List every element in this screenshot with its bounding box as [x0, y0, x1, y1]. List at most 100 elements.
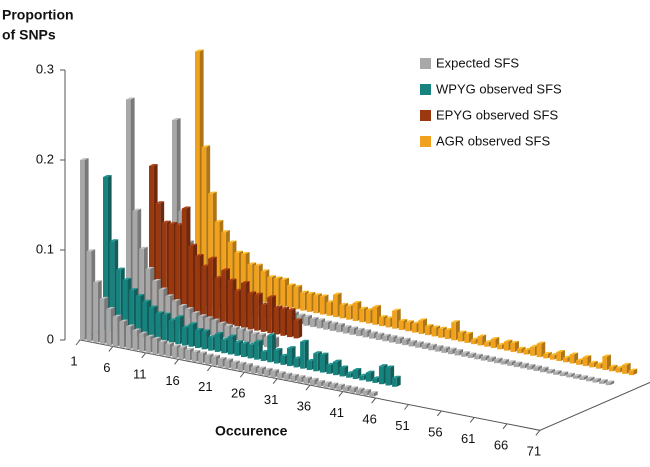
bar-side	[298, 318, 303, 339]
bar-front	[513, 363, 519, 368]
bar-front	[349, 388, 354, 393]
bar-front	[221, 270, 226, 325]
bar-front	[628, 370, 634, 376]
bar-front	[240, 283, 246, 329]
bar-top	[553, 370, 562, 373]
bar-top	[129, 288, 138, 291]
bar-top	[467, 352, 477, 355]
bar-top	[461, 351, 470, 354]
bar-top	[355, 327, 365, 330]
bar-front	[415, 343, 420, 348]
x-tick	[305, 384, 311, 391]
bar-top	[355, 387, 365, 390]
bar-top	[332, 359, 342, 362]
x-tick	[436, 410, 442, 417]
bar-front	[99, 298, 105, 344]
bar-front	[480, 357, 486, 361]
bar-top	[438, 326, 447, 329]
bar-front	[323, 383, 328, 388]
bar-top	[247, 291, 257, 294]
bar-top	[424, 324, 434, 327]
bar-top	[539, 366, 549, 369]
x-tick-label: 51	[395, 418, 409, 433]
bar-top	[234, 340, 243, 343]
bar-front	[306, 293, 312, 312]
bar	[559, 371, 569, 377]
bar-top	[221, 337, 230, 340]
bar-top	[411, 321, 421, 324]
bar-front	[497, 344, 502, 350]
bar-top	[313, 351, 322, 354]
bar-front	[80, 160, 85, 340]
y-axis-title-line: of SNPs	[2, 27, 56, 43]
bar-top	[293, 318, 303, 321]
bar-front	[217, 323, 223, 339]
bar-top	[336, 383, 345, 386]
bar-front	[171, 301, 177, 330]
bar-top	[615, 366, 625, 369]
bar-front	[224, 325, 230, 340]
bar-front	[543, 353, 548, 359]
bar-top	[382, 333, 391, 336]
bar-front	[309, 318, 315, 328]
bar-front	[355, 389, 361, 395]
bar	[553, 370, 562, 375]
bar-front	[240, 254, 246, 300]
bar-front	[457, 332, 463, 342]
bar-top	[530, 344, 539, 347]
bar-front	[536, 343, 542, 358]
bar-top	[93, 280, 102, 283]
bar-front	[566, 374, 571, 378]
legend-label: EPYG observed SFS	[436, 107, 558, 122]
bar-top	[142, 299, 152, 302]
bar-top	[227, 240, 237, 243]
bar-front	[346, 306, 351, 320]
bar-side	[541, 341, 546, 358]
bar-front	[352, 302, 358, 321]
bar-front	[162, 222, 167, 313]
bar-top	[346, 371, 355, 374]
bar-top	[464, 331, 473, 334]
bar-front	[447, 349, 453, 355]
bar-front	[221, 232, 226, 296]
bar	[526, 364, 536, 370]
bar-front	[175, 317, 180, 345]
bar-top	[267, 333, 276, 336]
x-tick	[141, 352, 147, 359]
bar-front	[503, 341, 509, 351]
bar-front	[139, 333, 144, 352]
y-tick-label: 0.2	[36, 151, 54, 166]
bar-top	[342, 325, 352, 328]
bar-front	[267, 277, 272, 305]
bar-front	[467, 354, 473, 359]
legend-swatch	[420, 58, 431, 69]
bar-front	[510, 342, 515, 352]
bar	[507, 360, 516, 366]
bar-top	[155, 201, 165, 204]
x-tick	[239, 371, 245, 378]
bar-top	[497, 342, 506, 345]
x-tick	[272, 378, 278, 385]
bar-top	[224, 358, 234, 361]
bar-top	[86, 249, 96, 252]
bar-front	[267, 297, 272, 334]
bar-front	[477, 336, 483, 346]
bar-top	[332, 292, 342, 295]
bar-top	[362, 329, 372, 332]
bar-top	[208, 256, 217, 259]
bar	[293, 318, 303, 339]
x-tick-label: 1	[70, 353, 77, 368]
bar-top	[329, 382, 339, 385]
bar-side	[275, 336, 280, 349]
bar-top	[592, 377, 602, 380]
bar-top	[145, 266, 155, 269]
bar	[467, 352, 477, 359]
bar-top	[185, 347, 194, 350]
bar-top	[385, 316, 395, 319]
bar-top	[125, 324, 135, 327]
x-tick-label: 56	[428, 424, 442, 439]
bar-front	[191, 352, 197, 362]
bar-top	[392, 375, 401, 378]
bar-top	[116, 267, 125, 270]
bar-front	[93, 282, 98, 343]
